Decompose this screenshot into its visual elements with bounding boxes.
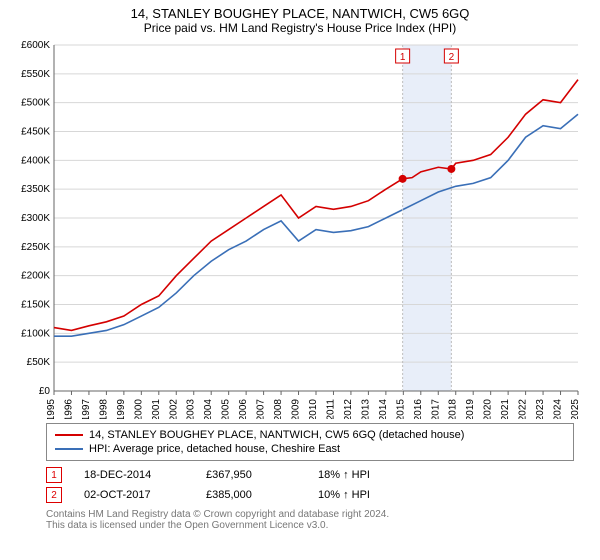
svg-text:1: 1 bbox=[400, 52, 406, 63]
footer-line: Contains HM Land Registry data © Crown c… bbox=[46, 509, 574, 520]
callout-date: 18-DEC-2014 bbox=[84, 469, 184, 481]
svg-text:£0: £0 bbox=[39, 386, 51, 397]
svg-text:£500K: £500K bbox=[21, 98, 50, 109]
svg-text:2017: 2017 bbox=[430, 399, 441, 419]
legend-label: HPI: Average price, detached house, Ches… bbox=[89, 443, 340, 455]
footer: Contains HM Land Registry data © Crown c… bbox=[46, 509, 574, 531]
svg-text:£450K: £450K bbox=[21, 127, 50, 138]
svg-text:2018: 2018 bbox=[448, 399, 459, 419]
svg-text:£550K: £550K bbox=[21, 69, 50, 80]
chart-subtitle: Price paid vs. HM Land Registry's House … bbox=[6, 21, 594, 35]
svg-text:2005: 2005 bbox=[221, 399, 232, 419]
legend-swatch bbox=[55, 448, 83, 450]
callout-row: 1 18-DEC-2014 £367,950 18% ↑ HPI bbox=[46, 465, 574, 485]
svg-text:£150K: £150K bbox=[21, 300, 50, 311]
svg-text:2024: 2024 bbox=[553, 399, 564, 419]
legend: 14, STANLEY BOUGHEY PLACE, NANTWICH, CW5… bbox=[46, 423, 574, 461]
callout-num-box: 2 bbox=[46, 487, 62, 503]
svg-text:2019: 2019 bbox=[465, 399, 476, 419]
svg-text:2022: 2022 bbox=[518, 399, 529, 419]
svg-text:1996: 1996 bbox=[63, 399, 74, 419]
callout-delta: 18% ↑ HPI bbox=[318, 469, 370, 481]
svg-text:2: 2 bbox=[449, 52, 455, 63]
svg-text:£400K: £400K bbox=[21, 155, 50, 166]
svg-text:2016: 2016 bbox=[413, 399, 424, 419]
svg-text:2003: 2003 bbox=[186, 399, 197, 419]
svg-text:2014: 2014 bbox=[378, 399, 389, 419]
svg-text:2013: 2013 bbox=[360, 399, 371, 419]
legend-label: 14, STANLEY BOUGHEY PLACE, NANTWICH, CW5… bbox=[89, 429, 464, 441]
svg-text:£250K: £250K bbox=[21, 242, 50, 253]
svg-text:2010: 2010 bbox=[308, 399, 319, 419]
svg-text:2011: 2011 bbox=[325, 399, 336, 419]
svg-text:2007: 2007 bbox=[256, 399, 267, 419]
svg-text:1995: 1995 bbox=[46, 399, 57, 419]
svg-text:2021: 2021 bbox=[500, 399, 511, 419]
svg-text:1997: 1997 bbox=[81, 399, 92, 419]
legend-swatch bbox=[55, 434, 83, 436]
svg-text:£300K: £300K bbox=[21, 213, 50, 224]
chart-area: £0 £50K £100K £150K £200K £250K £300K £350K £400… bbox=[6, 39, 594, 419]
svg-text:£50K: £50K bbox=[27, 357, 51, 368]
svg-text:2008: 2008 bbox=[273, 399, 284, 419]
callout-price: £367,950 bbox=[206, 469, 296, 481]
svg-text:1998: 1998 bbox=[98, 399, 109, 419]
svg-text:2009: 2009 bbox=[291, 399, 302, 419]
line-chart: £0 £50K £100K £150K £200K £250K £300K £350K £400… bbox=[6, 39, 594, 419]
svg-text:£100K: £100K bbox=[21, 328, 50, 339]
svg-text:1999: 1999 bbox=[116, 399, 127, 419]
callout-num-box: 1 bbox=[46, 467, 62, 483]
svg-text:£600K: £600K bbox=[21, 40, 50, 51]
svg-text:2023: 2023 bbox=[535, 399, 546, 419]
svg-text:2015: 2015 bbox=[395, 399, 406, 419]
chart-title: 14, STANLEY BOUGHEY PLACE, NANTWICH, CW5… bbox=[6, 6, 594, 21]
callout-delta: 10% ↑ HPI bbox=[318, 489, 370, 501]
svg-text:2006: 2006 bbox=[238, 399, 249, 419]
svg-text:2001: 2001 bbox=[151, 399, 162, 419]
callout-table: 1 18-DEC-2014 £367,950 18% ↑ HPI 2 02-OC… bbox=[46, 465, 574, 505]
callout-row: 2 02-OCT-2017 £385,000 10% ↑ HPI bbox=[46, 485, 574, 505]
callout-price: £385,000 bbox=[206, 489, 296, 501]
svg-text:2000: 2000 bbox=[133, 399, 144, 419]
footer-line: This data is licensed under the Open Gov… bbox=[46, 520, 574, 531]
svg-text:2012: 2012 bbox=[343, 399, 354, 419]
svg-text:2020: 2020 bbox=[483, 399, 494, 419]
svg-text:£350K: £350K bbox=[21, 184, 50, 195]
callout-date: 02-OCT-2017 bbox=[84, 489, 184, 501]
legend-item: 14, STANLEY BOUGHEY PLACE, NANTWICH, CW5… bbox=[55, 428, 565, 442]
svg-text:2002: 2002 bbox=[168, 399, 179, 419]
svg-text:2025: 2025 bbox=[570, 399, 581, 419]
svg-text:£200K: £200K bbox=[21, 271, 50, 282]
legend-item: HPI: Average price, detached house, Ches… bbox=[55, 442, 565, 456]
svg-text:2004: 2004 bbox=[203, 399, 214, 419]
